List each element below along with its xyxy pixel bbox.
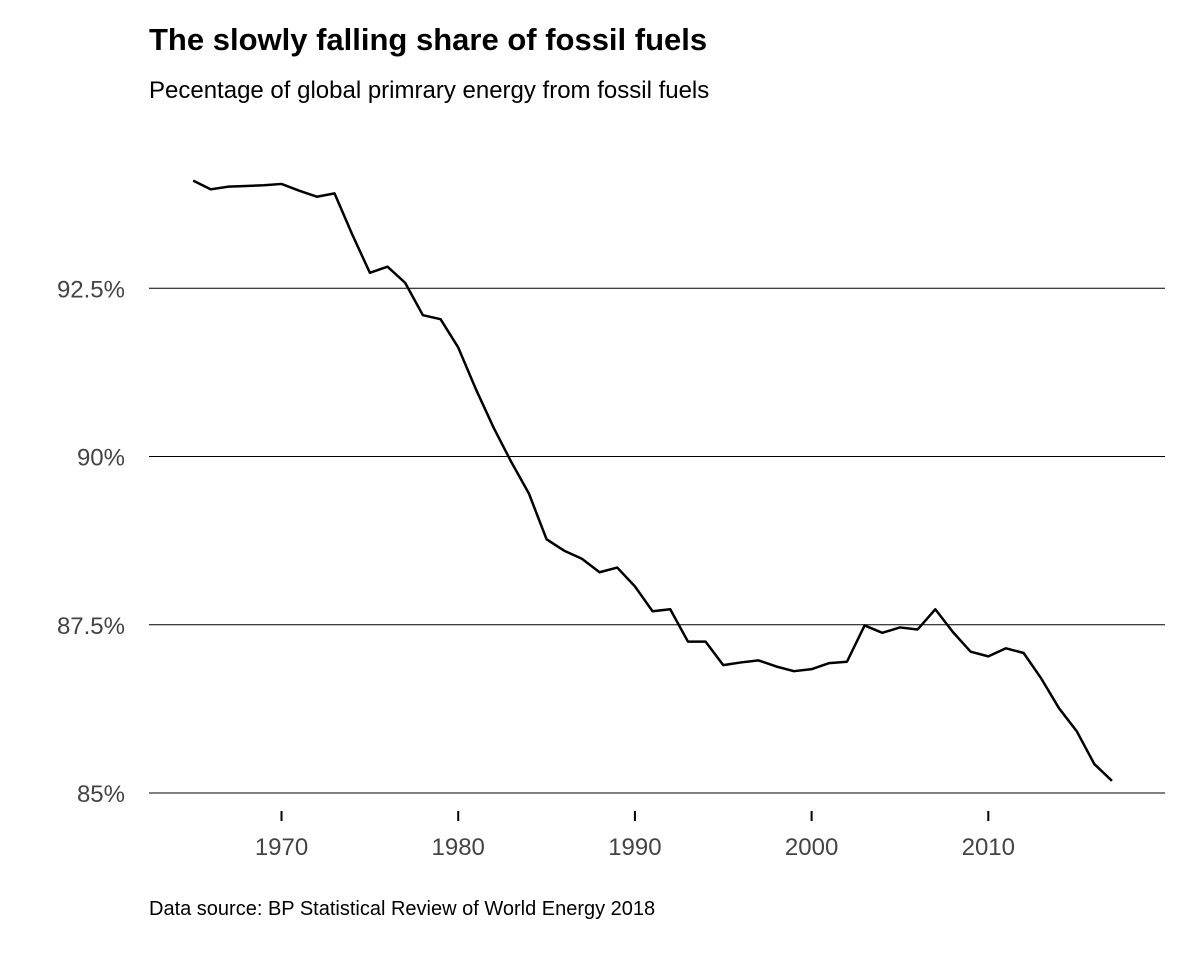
x-tick-label: 1980: [432, 834, 485, 861]
gridlines: [149, 287, 1165, 794]
x-tick-label: 2010: [962, 834, 1015, 861]
data-source-note: Data source: BP Statistical Review of Wo…: [149, 898, 656, 920]
y-axis-tick-labels: 85% 87.5% 90% 92.5%: [57, 276, 125, 808]
x-tick-label: 1970: [255, 834, 308, 861]
y-tick-label: 92.5%: [57, 276, 125, 303]
series-layer: [192, 179, 1113, 782]
x-tick-label: 2000: [785, 834, 838, 861]
x-tick-label: 1990: [608, 834, 661, 861]
y-tick-label: 90%: [77, 445, 125, 472]
y-tick-label: 87.5%: [57, 613, 125, 640]
chart-subtitle: Pecentage of global primrary energy from…: [149, 77, 710, 104]
chart-title: The slowly falling share of fossil fuels: [149, 22, 708, 57]
y-tick-label: 85%: [77, 781, 125, 808]
series-line-fossil-share: [192, 179, 1113, 782]
x-axis-ticks: 1970 1980 1990 2000 2010: [255, 811, 1015, 861]
